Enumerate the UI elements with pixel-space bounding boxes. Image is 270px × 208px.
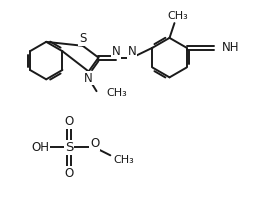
Text: CH₃: CH₃	[106, 88, 127, 98]
Text: S: S	[65, 141, 73, 154]
Text: O: O	[64, 167, 73, 180]
Text: N: N	[84, 72, 93, 85]
Text: O: O	[64, 115, 73, 128]
Text: N: N	[128, 45, 136, 58]
Text: O: O	[90, 137, 99, 150]
Text: CH₃: CH₃	[113, 155, 134, 165]
Text: N: N	[112, 45, 121, 58]
Text: CH₃: CH₃	[167, 11, 188, 21]
Text: OH: OH	[31, 141, 49, 154]
Text: S: S	[79, 32, 86, 45]
Text: NH: NH	[222, 41, 240, 54]
